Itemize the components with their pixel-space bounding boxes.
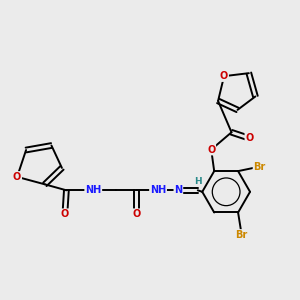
Text: O: O	[207, 145, 215, 154]
Text: NH: NH	[150, 185, 166, 195]
Text: O: O	[61, 209, 69, 219]
Text: O: O	[245, 133, 253, 143]
Text: N: N	[174, 185, 182, 195]
Text: Br: Br	[236, 230, 248, 240]
Text: Br: Br	[254, 162, 266, 172]
Text: O: O	[13, 172, 21, 182]
Text: O: O	[220, 71, 228, 81]
Text: NH: NH	[85, 185, 101, 195]
Text: H: H	[194, 177, 202, 186]
Text: O: O	[132, 209, 141, 219]
